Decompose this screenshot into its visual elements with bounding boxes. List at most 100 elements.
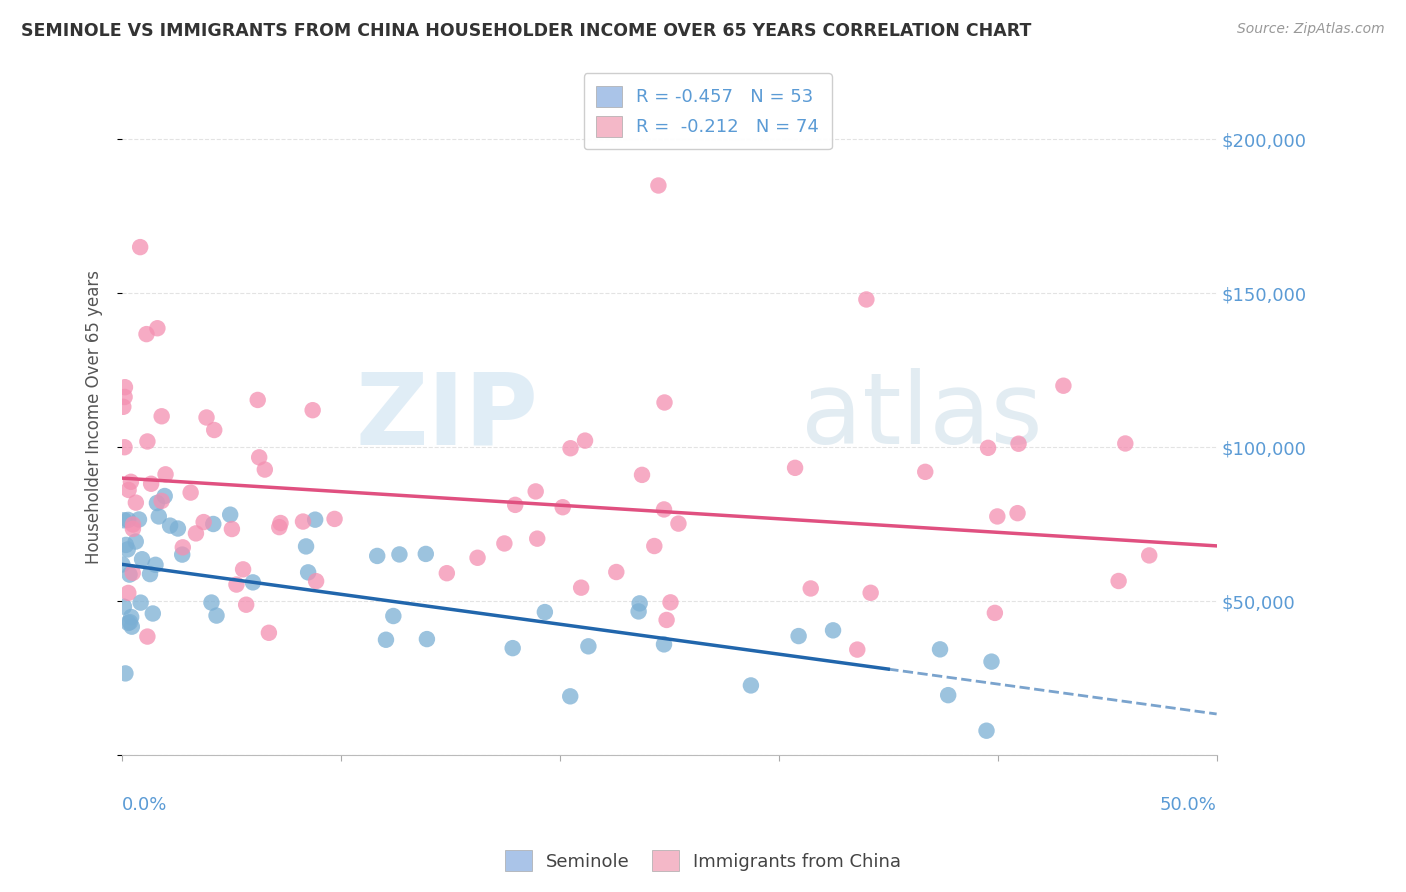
- Point: [247, 450, 270, 465]
- Point: [150, 409, 173, 424]
- Point: [135, 327, 157, 342]
- Point: [269, 520, 291, 534]
- Point: [977, 441, 1000, 455]
- Point: [436, 566, 458, 581]
- Point: [291, 515, 314, 529]
- Point: [467, 550, 489, 565]
- Point: [1108, 574, 1130, 588]
- Point: [142, 607, 165, 621]
- Point: [111, 558, 134, 572]
- Point: [219, 508, 242, 522]
- Point: [253, 462, 276, 476]
- Point: [740, 678, 762, 692]
- Point: [225, 577, 247, 591]
- Point: [118, 567, 141, 582]
- Point: [654, 395, 676, 409]
- Point: [125, 495, 148, 509]
- Point: [120, 610, 142, 624]
- Point: [652, 502, 675, 516]
- Point: [605, 565, 627, 579]
- Point: [859, 586, 882, 600]
- Point: [120, 475, 142, 489]
- Point: [323, 512, 346, 526]
- Point: [257, 625, 280, 640]
- Point: [1007, 506, 1029, 520]
- Point: [494, 536, 516, 550]
- Point: [976, 723, 998, 738]
- Point: [115, 538, 138, 552]
- Text: 50.0%: 50.0%: [1160, 796, 1216, 814]
- Point: [125, 534, 148, 549]
- Point: [569, 581, 592, 595]
- Point: [821, 624, 844, 638]
- Text: Source: ZipAtlas.com: Source: ZipAtlas.com: [1237, 22, 1385, 37]
- Point: [783, 460, 806, 475]
- Point: [534, 605, 557, 619]
- Point: [195, 410, 218, 425]
- Point: [980, 655, 1002, 669]
- Point: [150, 494, 173, 508]
- Point: [202, 423, 225, 437]
- Text: SEMINOLE VS IMMIGRANTS FROM CHINA HOUSEHOLDER INCOME OVER 65 YEARS CORRELATION C: SEMINOLE VS IMMIGRANTS FROM CHINA HOUSEH…: [21, 22, 1032, 40]
- Point: [503, 498, 526, 512]
- Point: [128, 512, 150, 526]
- Point: [1137, 549, 1160, 563]
- Text: 0.0%: 0.0%: [122, 796, 167, 814]
- Point: [136, 434, 159, 449]
- Point: [366, 549, 388, 563]
- Point: [627, 604, 650, 618]
- Point: [375, 632, 398, 647]
- Text: ZIP: ZIP: [356, 368, 538, 465]
- Point: [652, 637, 675, 651]
- Point: [205, 608, 228, 623]
- Point: [1007, 436, 1029, 450]
- Y-axis label: Householder Income Over 65 years: Householder Income Over 65 years: [86, 269, 103, 564]
- Point: [129, 596, 152, 610]
- Point: [388, 548, 411, 562]
- Point: [221, 522, 243, 536]
- Point: [631, 467, 654, 482]
- Point: [172, 541, 194, 555]
- Point: [121, 566, 143, 580]
- Point: [117, 615, 139, 630]
- Point: [145, 558, 167, 572]
- Point: [122, 517, 145, 532]
- Point: [560, 442, 582, 456]
- Point: [139, 476, 162, 491]
- Legend: Seminole, Immigrants from China: Seminole, Immigrants from China: [498, 843, 908, 879]
- Point: [114, 390, 136, 404]
- Point: [235, 598, 257, 612]
- Point: [129, 240, 152, 254]
- Point: [246, 392, 269, 407]
- Point: [242, 575, 264, 590]
- Point: [202, 516, 225, 531]
- Point: [1114, 436, 1136, 450]
- Point: [305, 574, 328, 589]
- Point: [172, 548, 194, 562]
- Point: [936, 688, 959, 702]
- Point: [153, 489, 176, 503]
- Point: [560, 690, 582, 704]
- Point: [502, 641, 524, 656]
- Point: [232, 562, 254, 576]
- Point: [304, 513, 326, 527]
- Point: [146, 321, 169, 335]
- Point: [117, 586, 139, 600]
- Legend: R = -0.457   N = 53, R =  -0.212   N = 74: R = -0.457 N = 53, R = -0.212 N = 74: [583, 73, 831, 149]
- Point: [112, 599, 135, 614]
- Point: [551, 500, 574, 515]
- Point: [117, 542, 139, 557]
- Point: [114, 380, 136, 394]
- Point: [855, 293, 877, 307]
- Point: [114, 666, 136, 681]
- Point: [112, 513, 135, 527]
- Point: [576, 640, 599, 654]
- Point: [524, 484, 547, 499]
- Point: [184, 526, 207, 541]
- Point: [159, 518, 181, 533]
- Point: [986, 509, 1008, 524]
- Point: [117, 513, 139, 527]
- Point: [114, 440, 136, 454]
- Text: atlas: atlas: [800, 368, 1042, 465]
- Point: [659, 595, 682, 609]
